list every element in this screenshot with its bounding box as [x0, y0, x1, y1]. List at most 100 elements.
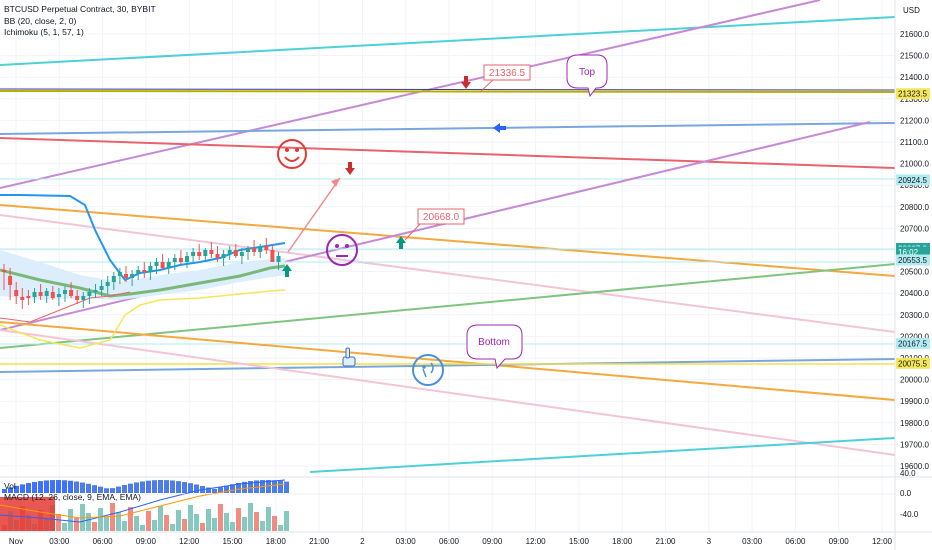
arrow-drawing[interactable] [287, 177, 341, 253]
candle[interactable] [166, 258, 171, 274]
price-callout-21336[interactable]: 21336.5 [479, 64, 531, 93]
macd-histogram-bar [212, 488, 217, 493]
arrow-up-marker-1[interactable] [282, 264, 292, 277]
happy-face-icon[interactable] [277, 139, 307, 169]
candle[interactable] [69, 282, 74, 298]
candle[interactable] [117, 268, 122, 284]
candle[interactable] [124, 266, 128, 282]
macd-histogram-bar [278, 480, 283, 493]
candle[interactable] [130, 270, 135, 286]
candle[interactable] [154, 258, 159, 274]
arrow-left-marker[interactable] [493, 123, 506, 133]
time-tick-label: 09:00 [829, 537, 850, 546]
time-axis[interactable]: Nov 03:00 06:00 09:00 12:00 15:00 18:00 21:00 2 0… [9, 537, 893, 546]
candle[interactable] [160, 254, 165, 270]
candle[interactable] [93, 284, 98, 298]
candle[interactable] [32, 288, 37, 303]
candle[interactable] [56, 288, 61, 306]
sleepy-face-icon[interactable] [412, 354, 444, 386]
trendline-orange-lower[interactable] [0, 321, 896, 401]
volume-bar [260, 521, 265, 531]
candle[interactable] [215, 246, 220, 262]
price-tick-label: 21300.0 [900, 95, 929, 104]
candle[interactable] [221, 250, 226, 266]
candle[interactable] [233, 244, 238, 258]
candle[interactable] [172, 254, 177, 270]
drawing-trendlines[interactable] [0, 0, 896, 473]
candle[interactable] [105, 276, 110, 294]
candle[interactable] [178, 250, 183, 264]
arrow-up-marker-2[interactable] [396, 236, 406, 249]
candle[interactable] [209, 242, 214, 258]
candle[interactable] [20, 288, 25, 309]
macd-histogram-bar [80, 482, 85, 493]
trendline-red[interactable] [0, 137, 896, 169]
candle[interactable] [276, 252, 281, 270]
trendline-pink[interactable] [0, 214, 896, 333]
candle[interactable] [44, 288, 49, 303]
macd-label[interactable]: MACD (12, 26, close, 9, EMA, EMA) [4, 491, 141, 502]
volume-bar [188, 505, 193, 531]
macd-histogram-bar [14, 485, 19, 493]
candle[interactable] [142, 262, 147, 278]
macd-scale-label: -40.0 [900, 510, 919, 519]
indicator-ichimoku-label[interactable]: Ichimoku (5, 1, 57, 1) [4, 27, 84, 37]
volume-label[interactable]: Vol [4, 481, 16, 491]
candle[interactable] [50, 286, 55, 300]
horizontal-line-yellow-top[interactable] [0, 90, 896, 93]
candle[interactable] [136, 266, 141, 280]
candle[interactable] [227, 246, 232, 260]
volume-bar [92, 522, 97, 531]
candle[interactable] [197, 244, 202, 260]
volume-spike-red [0, 497, 55, 531]
candle[interactable] [2, 264, 6, 290]
candle[interactable] [63, 286, 67, 302]
symbol-title[interactable]: BTCUSD Perpetual Contract, 30, BYBIT [4, 4, 156, 14]
indicator-bb-label[interactable]: BB (20, close, 2, 0) [4, 15, 77, 26]
candle[interactable] [239, 248, 244, 264]
top-bubble[interactable]: Top [566, 54, 608, 98]
candle[interactable] [75, 290, 80, 304]
bottom-bubble[interactable]: Bottom [466, 324, 523, 370]
trendline-pink-lower[interactable] [0, 329, 896, 456]
volume-bar [200, 523, 205, 531]
horizontal-line-navy[interactable] [0, 88, 896, 91]
trendline-blue-lower[interactable] [0, 358, 896, 373]
time-tick-label: 03:00 [742, 537, 763, 546]
candle[interactable] [99, 280, 104, 296]
arrow-down-marker-1[interactable] [345, 162, 355, 175]
candle[interactable] [111, 272, 116, 290]
svg-text:20553.5: 20553.5 [898, 256, 927, 265]
volume-bar [170, 524, 175, 531]
trendline-orange-upper[interactable] [0, 204, 896, 277]
candle[interactable] [26, 290, 31, 305]
lower-pane-legend: Vol MACD (12, 26, close, 9, EMA, EMA) [4, 481, 141, 502]
price-axis[interactable]: USD 21600.0 21500.0 21400.0 21300.0 21200.0 21… [896, 6, 930, 519]
trendline-purple-upper[interactable] [0, 0, 821, 189]
candlestick-series[interactable] [2, 238, 281, 309]
candle[interactable] [8, 268, 13, 300]
price-callout-20668[interactable]: 20668.0 [404, 208, 465, 241]
candle[interactable] [148, 262, 153, 280]
candle[interactable] [14, 282, 19, 304]
trendline-cyan-upper[interactable] [0, 16, 896, 66]
candle[interactable] [264, 238, 269, 254]
candle[interactable] [38, 284, 43, 300]
macd-histogram-bar [236, 482, 241, 493]
candle[interactable] [81, 292, 86, 308]
candle[interactable] [246, 246, 250, 260]
trendline-blue[interactable] [0, 122, 896, 135]
candle[interactable] [191, 248, 196, 262]
neutral-face-icon[interactable] [326, 234, 358, 266]
pointing-hand-icon[interactable] [342, 347, 356, 367]
arrow-down-marker-2[interactable] [461, 76, 471, 89]
candle[interactable] [203, 248, 208, 262]
volume-bar [158, 506, 163, 531]
candle[interactable] [270, 244, 275, 262]
candle[interactable] [87, 288, 92, 304]
candle[interactable] [258, 244, 263, 258]
trendline-cyan-lower[interactable] [309, 437, 896, 473]
candle[interactable] [185, 252, 189, 268]
candle[interactable] [252, 240, 257, 256]
